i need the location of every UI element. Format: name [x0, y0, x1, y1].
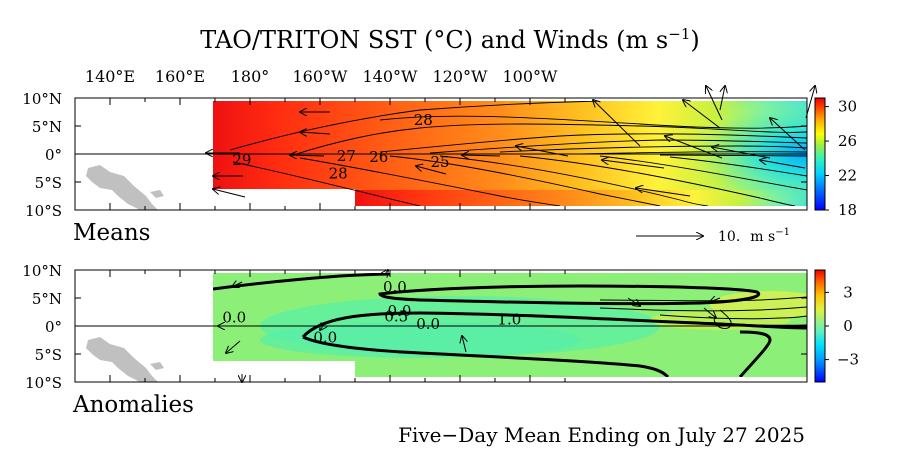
- contour-label: 0.0: [388, 302, 412, 320]
- lat-tick-label: 10°S: [25, 202, 62, 220]
- lon-tick-label: 160°W: [293, 67, 349, 86]
- wind-vector: [627, 297, 640, 306]
- lon-labels: 140°E 160°E 180° 160°W 140°W 120°W 100°W: [85, 67, 558, 86]
- contour-label: 26: [369, 148, 388, 166]
- lat-tick-label: 0°: [45, 318, 62, 336]
- land-new-guinea-means: [86, 165, 164, 210]
- wind-vector: [516, 146, 569, 157]
- contour-label: 27: [337, 147, 356, 165]
- lat-tick-label: 10°S: [25, 374, 62, 392]
- means-panel: 28 29 27 26 28 25 140°E: [22, 67, 857, 246]
- contour-label: 28: [414, 111, 433, 129]
- contour-label: 0.5: [384, 307, 408, 325]
- wind-vector: [770, 118, 806, 151]
- means-ticks: [75, 97, 807, 211]
- wind-vector: [462, 336, 466, 353]
- anomaly-field-south: [355, 361, 807, 377]
- colorbar-tick-label: 0: [843, 317, 853, 335]
- sst-mask-sw: [213, 189, 355, 209]
- contour-label: 25: [431, 153, 450, 171]
- colorbar-tick-label: 3: [843, 283, 853, 301]
- lat-tick-label: 0°: [45, 146, 62, 164]
- sst-colorbar: 30 26 22 18: [814, 97, 857, 219]
- footer-caption: Five−Day Mean Ending on July 27 2025: [398, 423, 805, 447]
- wind-vector: [290, 155, 325, 156]
- wind-vector: [320, 321, 326, 330]
- anomaly-contour-labels: 0.00.00.50.0 0.0 1.00.0: [222, 278, 521, 347]
- anomalies-ticks: [75, 269, 807, 383]
- wind-vector: [712, 147, 771, 159]
- colorbar-tick-label: 18: [838, 201, 857, 219]
- wind-vector: [636, 188, 691, 197]
- lon-tick-label: 180°: [231, 67, 270, 86]
- means-label: Means: [73, 220, 151, 246]
- lat-tick-label: 5°S: [35, 174, 62, 192]
- lat-labels-means: 10°N 5°N 0° 5°S 10°S: [22, 90, 62, 220]
- lon-tick-label: 140°W: [363, 67, 419, 86]
- lat-tick-label: 5°N: [32, 290, 62, 308]
- contour-label: 0.0: [383, 278, 407, 296]
- wind-vector: [703, 307, 716, 318]
- wind-vector: [706, 86, 723, 121]
- lat-labels-anomalies: 10°N 5°N 0° 5°S 10°S: [22, 262, 62, 392]
- wind-vector: [226, 340, 241, 353]
- wind-vector: [602, 160, 665, 169]
- colorbar-tick-label: 26: [838, 132, 857, 150]
- wind-vector: [300, 132, 331, 134]
- lon-tick-label: 120°W: [433, 67, 489, 86]
- wind-vectors: [206, 86, 815, 198]
- wind-vector: [710, 298, 721, 302]
- anomaly-colorbar: 3 0 −3: [814, 269, 859, 383]
- lon-tick-label: 100°W: [503, 67, 559, 86]
- anomalies-panel: 0.00.00.50.0 0.0 1.00.0 10°N5°N0°5°S10°S 3…: [22, 262, 859, 418]
- sst-contours: [229, 101, 807, 206]
- contour-label: 0.0: [313, 329, 337, 347]
- colorbar-tick-label: 30: [838, 98, 857, 116]
- wind-vector: [593, 100, 641, 147]
- lon-tick-label: 160°E: [155, 67, 205, 86]
- colorbar-tick-label: 22: [838, 167, 857, 185]
- colorbar-tick-label: −3: [837, 351, 859, 369]
- sst-colorbar-ramp: [814, 97, 826, 211]
- lat-tick-label: 5°N: [32, 118, 62, 136]
- contour-label: 29: [232, 151, 251, 169]
- wind-reference: 10. m s−1: [636, 227, 790, 245]
- wind-vector: [213, 189, 246, 198]
- chart-title: TAO/TRITON SST (°C) and Winds (m s−1): [200, 25, 700, 54]
- wind-vector: [462, 155, 501, 156]
- contour-label: 0.0: [222, 308, 246, 326]
- wind-reference-label: 10. m s−1: [718, 227, 790, 245]
- anomaly-wind-vectors: [218, 270, 721, 382]
- wind-vector: [665, 136, 723, 159]
- sst-contour-labels: 28 29 27 26 28 25: [232, 111, 450, 182]
- lat-tick-label: 10°N: [22, 90, 62, 108]
- anomaly-contours: [213, 273, 807, 377]
- wind-vector: [416, 166, 447, 175]
- anomalies-label: Anomalies: [72, 392, 194, 418]
- anomaly-cool-patch-2: [260, 322, 580, 358]
- wind-vector: [232, 282, 243, 287]
- wind-vector: [385, 270, 388, 274]
- wind-vector: [760, 160, 806, 169]
- wind-vector: [683, 100, 721, 129]
- contour-label: 1.0: [497, 311, 521, 329]
- lat-tick-label: 5°S: [35, 346, 62, 364]
- contour-label: 0.0: [416, 315, 440, 333]
- lon-tick-label: 140°E: [85, 67, 135, 86]
- lat-tick-label: 10°N: [22, 262, 62, 280]
- contour-label: 28: [329, 164, 348, 182]
- anomaly-colorbar-ramp: [814, 269, 826, 383]
- land-new-guinea-anomalies: [86, 337, 164, 382]
